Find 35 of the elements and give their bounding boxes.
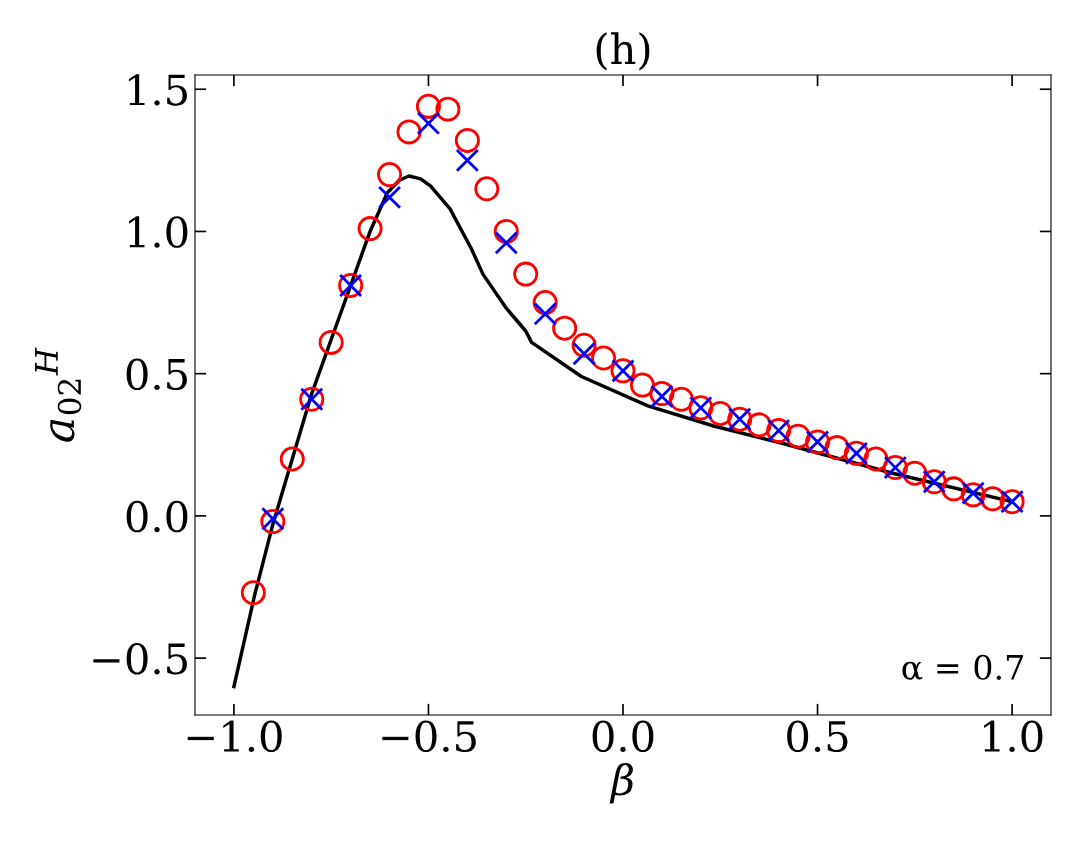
point bbox=[455, 148, 480, 173]
y-tick-label: 1.5 bbox=[128, 74, 187, 106]
point bbox=[377, 185, 402, 210]
point bbox=[279, 446, 305, 472]
point bbox=[474, 176, 500, 202]
point bbox=[552, 315, 578, 341]
point bbox=[591, 345, 617, 371]
point bbox=[357, 216, 383, 242]
y-axis-title: a$_{02}$$^{H}$ bbox=[35, 347, 82, 442]
x-tick-label: −1.0 bbox=[187, 720, 282, 753]
chart-title: (h) bbox=[596, 32, 650, 71]
point bbox=[571, 332, 597, 358]
point bbox=[533, 302, 557, 326]
x-axis-title: β bbox=[609, 762, 634, 804]
annotation: α = 0.7 bbox=[902, 654, 1023, 680]
point bbox=[435, 96, 461, 122]
y-tick-label: 0.0 bbox=[126, 500, 188, 533]
point bbox=[396, 119, 422, 145]
x-tick-label: 0.5 bbox=[787, 720, 848, 753]
point bbox=[629, 372, 655, 398]
y-tick-label: 1.0 bbox=[128, 216, 188, 248]
point bbox=[377, 162, 403, 188]
x-tick-label: −0.5 bbox=[382, 720, 476, 753]
point bbox=[668, 386, 694, 412]
x-tick-label: 0.0 bbox=[592, 720, 654, 753]
y-tick-label: −0.5 bbox=[93, 643, 187, 675]
point bbox=[513, 261, 539, 287]
x-tick-label: 1.0 bbox=[984, 720, 1043, 753]
point bbox=[454, 127, 480, 153]
point bbox=[416, 111, 441, 136]
point bbox=[494, 231, 519, 255]
y-tick-label: 0.5 bbox=[126, 358, 187, 391]
point bbox=[318, 329, 344, 355]
point bbox=[572, 341, 596, 366]
point bbox=[240, 580, 266, 606]
